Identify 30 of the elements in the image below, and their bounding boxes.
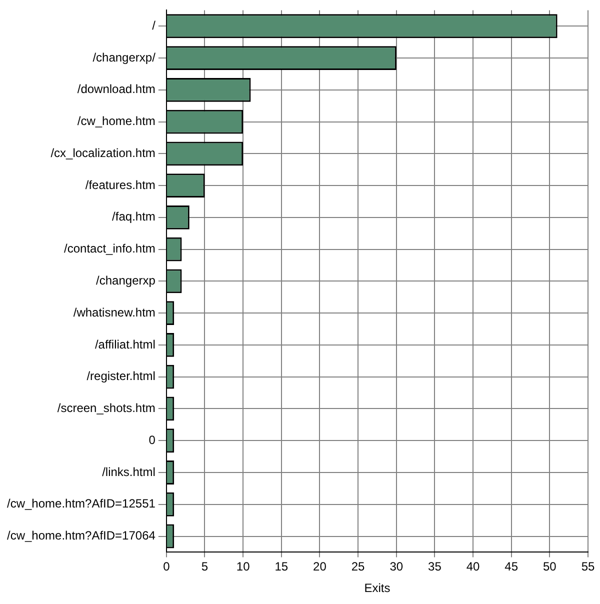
x-tick-label: 10: [236, 560, 250, 574]
y-tick-label: /download.htm: [77, 82, 156, 96]
y-tick-label: /cw_home.htm?AfID=17064: [6, 528, 156, 543]
y-tick-label: /: [152, 18, 156, 32]
x-tick-label: 30: [390, 560, 404, 574]
y-tick-label: /register.html: [86, 369, 156, 384]
x-tick-label: 25: [351, 560, 366, 574]
x-tick-label: 0: [163, 560, 170, 574]
y-tick-label: /affiliat.html: [94, 337, 156, 352]
y-tick-label: 0: [148, 432, 156, 447]
y-tick-label: /changerxp: [96, 274, 156, 288]
y-tick-label: /cw_home.htm: [77, 114, 156, 128]
y-tick-label: /faq.htm: [112, 210, 156, 224]
y-tick-label: /cx_localization.htm: [50, 146, 156, 160]
y-tick-label: /links.html: [102, 464, 156, 479]
x-tick-label: 20: [313, 560, 327, 574]
x-tick-label: 45: [504, 560, 518, 574]
y-tick-label: /features.htm: [85, 178, 156, 192]
x-tick-label: 40: [466, 560, 480, 574]
y-tick-label: /changerxp/: [92, 50, 156, 64]
y-tick-label: /whatisnew.htm: [73, 305, 156, 320]
x-axis-title: Exits: [364, 581, 390, 596]
y-tick-label: /cw_home.htm?AfID=12551: [6, 496, 156, 511]
y-tick-label: /screen_shots.htm: [57, 401, 156, 416]
x-tick-label: 15: [274, 560, 288, 574]
x-tick-label: 35: [428, 560, 442, 574]
x-tick-label: 50: [542, 560, 557, 574]
x-tick-label: 55: [581, 560, 595, 574]
x-tick-label: 5: [201, 560, 208, 574]
y-tick-label: /contact_info.htm: [64, 242, 156, 256]
